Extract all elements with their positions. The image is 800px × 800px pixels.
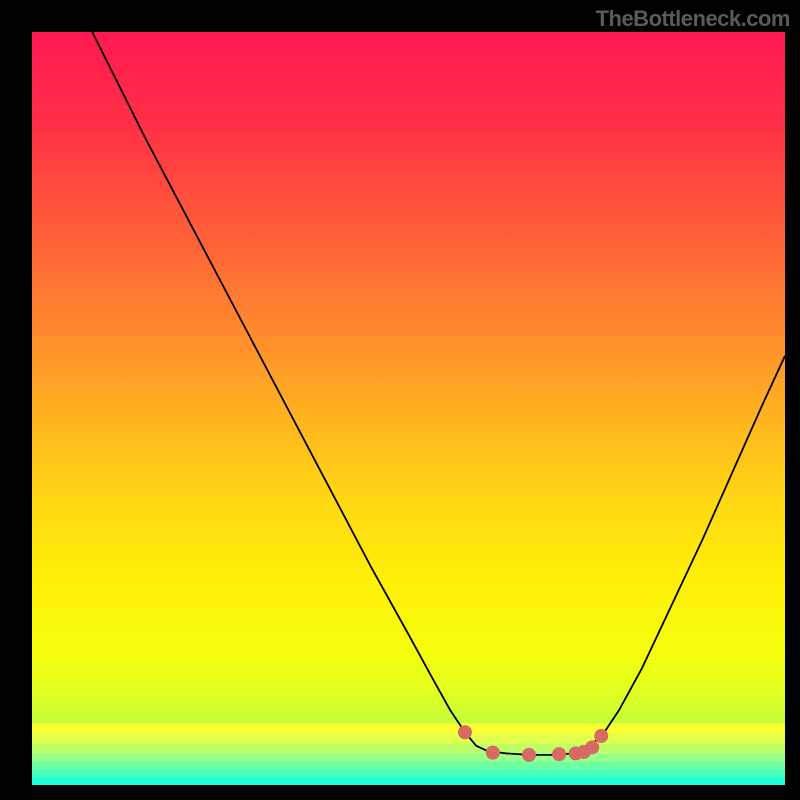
watermark-text: TheBottleneck.com — [596, 6, 790, 32]
plot-area — [32, 32, 785, 785]
plot-svg — [32, 32, 785, 785]
marker-point — [585, 740, 599, 754]
marker-point — [552, 747, 566, 761]
marker-point — [486, 746, 500, 760]
marker-point — [594, 729, 608, 743]
bottom-bands — [32, 723, 785, 785]
gradient-background — [32, 32, 785, 785]
chart-container: TheBottleneck.com — [0, 0, 800, 800]
marker-point — [458, 725, 472, 739]
marker-point — [522, 748, 536, 762]
